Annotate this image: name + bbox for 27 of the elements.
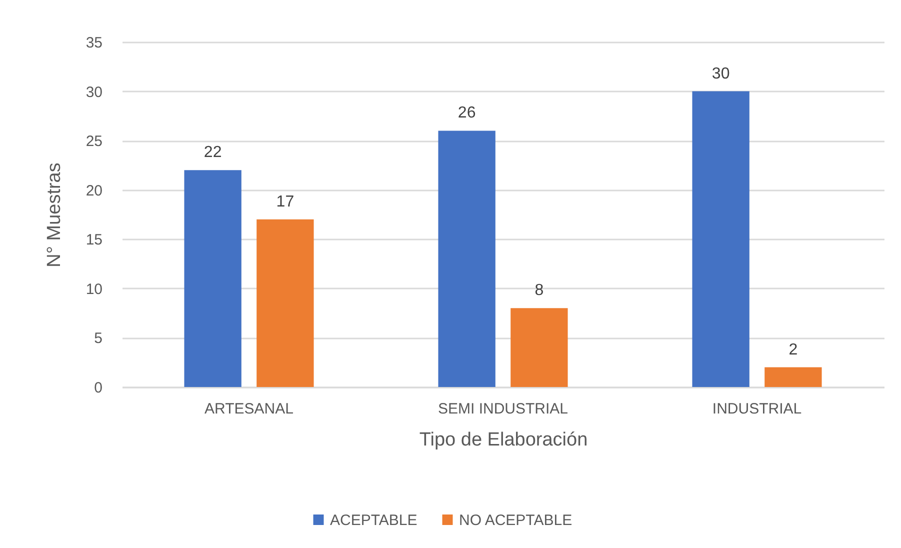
data-label: 22 — [204, 144, 222, 162]
y-tick-label: 20 — [86, 182, 102, 200]
x-tick-label: ARTESANAL — [204, 400, 294, 418]
data-label: 30 — [712, 65, 730, 82]
bar — [692, 91, 750, 387]
bar — [184, 170, 242, 387]
x-tick-label: SEMI INDUSTRIAL — [438, 400, 568, 418]
bar — [438, 130, 496, 387]
data-label: 2 — [788, 341, 798, 358]
y-axis-title: N° Muestras — [44, 162, 65, 268]
data-label: 26 — [458, 104, 476, 122]
y-tick-label: 30 — [86, 84, 102, 101]
bar — [764, 367, 822, 387]
y-tick-label: 10 — [86, 280, 102, 298]
legend-label: ACEPTABLE — [330, 512, 418, 529]
y-tick-label: 5 — [94, 330, 102, 348]
data-label: 8 — [534, 282, 544, 300]
y-tick-label: 15 — [86, 232, 102, 249]
data-label: 17 — [276, 193, 294, 210]
legend-label: NO ACEPTABLE — [459, 512, 572, 529]
y-tick-label: 35 — [86, 34, 102, 52]
x-axis-title: Tipo de Elaboración — [419, 430, 588, 450]
y-tick-label: 0 — [94, 380, 102, 396]
bar — [256, 219, 314, 387]
y-tick-label: 25 — [86, 133, 102, 150]
bar — [510, 308, 568, 387]
x-tick-label: INDUSTRIAL — [712, 400, 802, 418]
